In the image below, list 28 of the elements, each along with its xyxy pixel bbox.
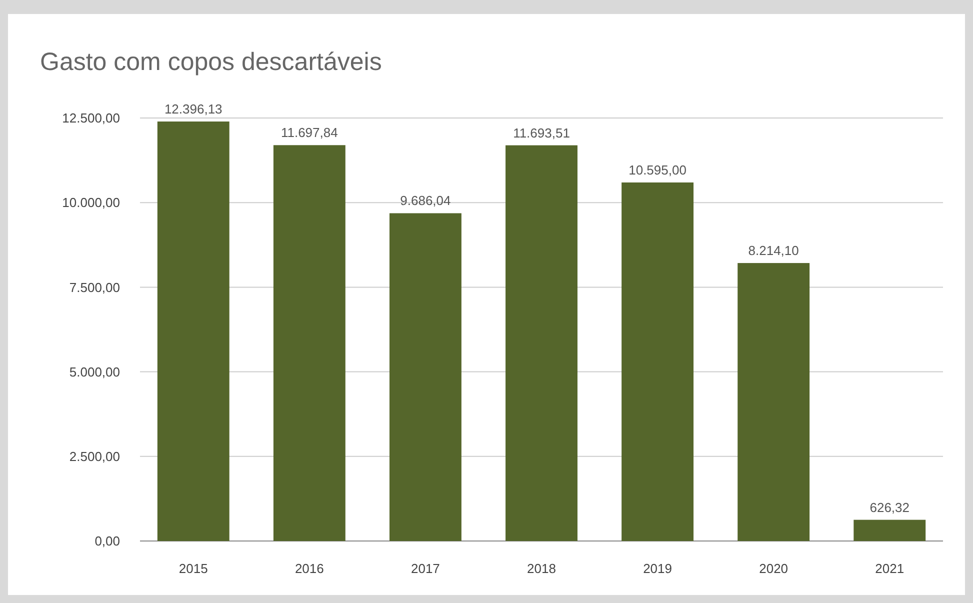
data-label: 9.686,04 [400,193,451,208]
bar [506,145,578,541]
data-label: 626,32 [870,500,910,515]
data-label: 10.595,00 [628,162,686,178]
data-label: 12.396,13 [164,102,222,117]
x-tick-label: 2015 [178,561,208,576]
bar [854,520,926,541]
bar [738,263,810,541]
data-label: 8.214,10 [748,243,799,258]
x-tick-label: 2017 [411,561,440,576]
bar [157,122,230,541]
data-label: 11.693,51 [513,125,570,140]
y-tick-label: 5.000,00 [69,364,120,380]
x-tick-label: 2018 [527,561,556,576]
y-tick-label: 0,00 [94,534,120,549]
x-tick-label: 2020 [759,561,788,576]
y-tick-label: 7.500,00 [69,280,120,295]
y-tick-label: 10.000,00 [62,195,120,210]
data-label: 11.697,84 [280,125,338,140]
x-tick-label: 2021 [875,561,904,576]
y-tick-label: 12.500,00 [62,110,120,126]
bar [273,145,346,541]
y-tick-label: 2.500,00 [69,448,120,464]
x-tick-label: 2019 [643,561,672,576]
chart-title: Gasto com copos descartáveis [40,48,382,76]
bar [622,182,694,541]
x-tick-label: 2016 [294,561,324,576]
bar [389,213,462,541]
